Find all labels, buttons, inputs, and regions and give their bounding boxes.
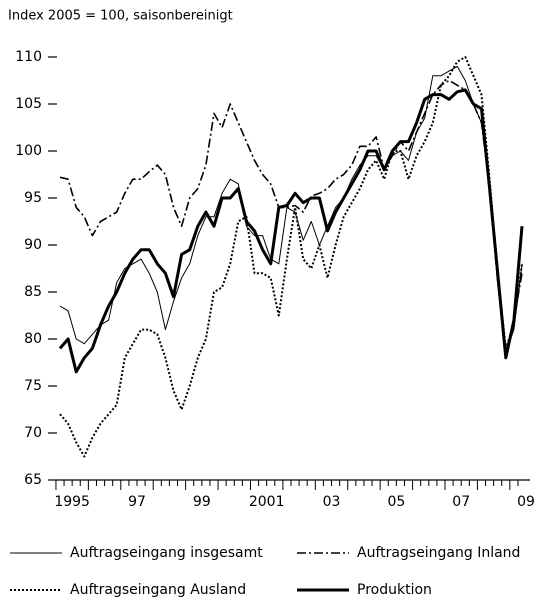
series-line	[59, 65, 523, 354]
x-tick-label: 09	[517, 494, 535, 510]
series-line	[59, 79, 523, 354]
y-tick-label: 90	[24, 237, 42, 253]
legend-label: Auftragseingang Ausland	[70, 582, 246, 598]
legend-label: Auftragseingang Inland	[357, 545, 520, 561]
legend-label: Auftragseingang insgesamt	[70, 545, 263, 561]
y-tick-label: 110	[15, 49, 42, 65]
x-tick-label: 03	[323, 494, 341, 510]
y-tick-label: 85	[24, 284, 42, 300]
x-tick-label: 2001	[249, 494, 285, 510]
x-tick-label: 05	[387, 494, 405, 510]
legend-label: Produktion	[357, 582, 432, 598]
y-tick-label: 105	[15, 96, 42, 112]
y-tick-label: 70	[24, 425, 42, 441]
x-tick-label: 99	[193, 494, 211, 510]
x-tick-label: 1995	[54, 494, 90, 510]
y-tick-label: 75	[24, 378, 42, 394]
y-tick-label: 65	[24, 472, 42, 488]
x-tick-label: 97	[128, 494, 146, 510]
x-tick-label: 07	[452, 494, 470, 510]
series-line	[59, 56, 523, 458]
y-tick-label: 95	[24, 190, 42, 206]
chart-title: Index 2005 = 100, saisonbereinigt	[8, 9, 233, 24]
series-line	[58, 88, 524, 374]
y-tick-label: 100	[15, 143, 42, 159]
y-tick-label: 80	[24, 331, 42, 347]
